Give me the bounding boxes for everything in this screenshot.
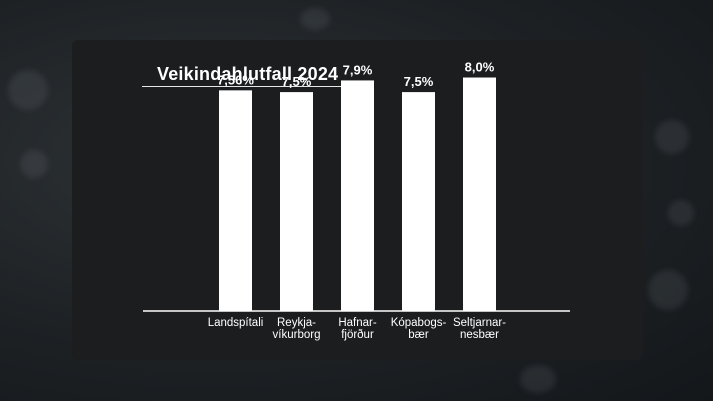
category-label-0: Landspítali xyxy=(208,317,264,329)
chart-title: Veikindahlutfall 2024 xyxy=(157,64,339,84)
bar-3 xyxy=(402,92,435,312)
bar-0 xyxy=(219,90,252,311)
value-label-4: 8,0% xyxy=(465,60,495,75)
category-label-3-line-1: bær xyxy=(408,329,429,341)
category-label-2-line-0: Hafnar- xyxy=(338,317,377,329)
category-label-4-line-0: Seltjarnar- xyxy=(453,317,506,329)
value-label-1: 7,5% xyxy=(282,74,312,89)
value-label-0: 7,56% xyxy=(217,72,254,87)
bar-2 xyxy=(341,80,374,311)
value-label-3: 7,5% xyxy=(404,74,434,89)
title-underline xyxy=(142,86,371,87)
category-label-4-line-1: nesbær xyxy=(460,329,499,341)
category-label-1-line-1: víkurborg xyxy=(273,329,321,341)
bar-1 xyxy=(280,92,313,312)
category-label-2-line-1: fjörður xyxy=(341,329,374,341)
category-label-1-line-0: Reykja- xyxy=(277,317,316,329)
bar-4 xyxy=(463,77,496,311)
category-label-3-line-0: Kópabogs- xyxy=(391,317,447,329)
value-label-2: 7,9% xyxy=(343,62,373,77)
